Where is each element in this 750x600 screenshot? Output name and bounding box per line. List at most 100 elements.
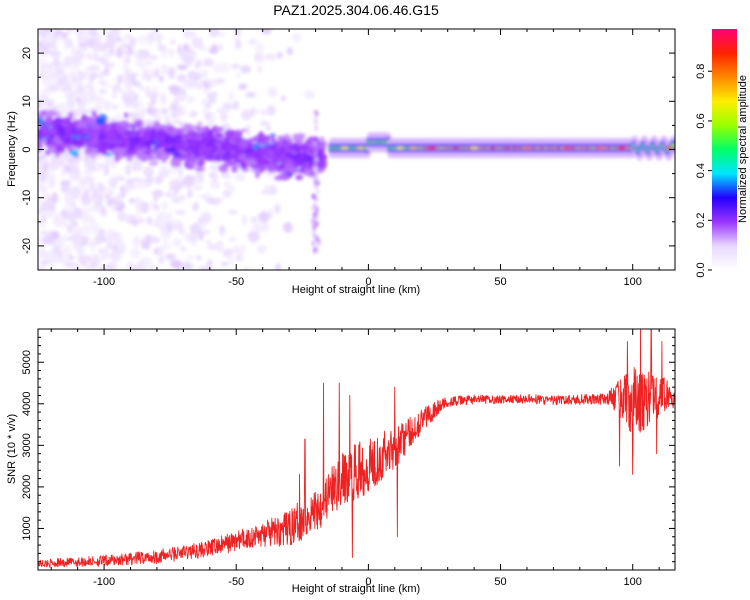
colorbar-gradient xyxy=(712,29,737,270)
snr-x-axis-title: Height of straight line (km) xyxy=(292,583,420,595)
spectrogram-cell xyxy=(97,147,105,154)
spectrogram-cell xyxy=(209,165,219,171)
spectrogram-cell xyxy=(162,53,167,58)
spectrogram-cell xyxy=(38,209,50,218)
spectrogram-cell xyxy=(156,142,165,148)
snr-y-tick-label: 3000 xyxy=(21,433,33,457)
spectrogram-cell xyxy=(315,216,319,223)
spectrogram-cell xyxy=(40,110,48,117)
spectrogram-cell xyxy=(83,30,92,39)
spectrogram-cell xyxy=(57,124,66,134)
spectrogram-cell xyxy=(42,77,54,88)
spectrogram-cell xyxy=(219,224,226,236)
spectrogram-cell xyxy=(241,214,247,226)
spectrogram-cell xyxy=(276,51,284,59)
snr-x-tick-label: 100 xyxy=(624,576,642,588)
spectrogram-cell xyxy=(231,63,240,70)
spectrogram-cell xyxy=(665,146,674,150)
spectrogram-cell xyxy=(52,138,59,143)
spectrogram-cell xyxy=(106,152,113,157)
spectrogram-cell xyxy=(134,52,147,60)
spectrogram-cell xyxy=(121,72,128,80)
spectrogram-cell xyxy=(153,203,160,211)
spectrogram-cell xyxy=(275,139,284,144)
spectrogram-cell xyxy=(250,107,256,117)
spectrogram-cell xyxy=(235,29,241,38)
spectrogram-y-tick-label: 20 xyxy=(21,47,33,59)
spectrogram-cell xyxy=(267,53,277,62)
spectrogram-cell xyxy=(106,62,116,69)
spectrogram-cell xyxy=(78,69,83,81)
spectrogram-cell xyxy=(271,162,277,167)
spectrogram-cell xyxy=(224,130,235,135)
spectrogram-cell xyxy=(310,218,314,225)
spectrogram-cell xyxy=(235,164,241,168)
spectrogram-cell xyxy=(195,82,202,90)
spectrogram-cell xyxy=(147,60,152,66)
spectrogram-cell xyxy=(175,209,186,216)
spectrogram-cell xyxy=(159,94,165,105)
spectrogram-cell xyxy=(194,62,201,69)
spectrogram-cell xyxy=(220,141,226,149)
spectrogram-cell xyxy=(261,221,270,233)
spectrogram-cell xyxy=(91,110,97,118)
spectrogram-cell xyxy=(90,72,98,79)
spectrogram-cell xyxy=(260,165,268,169)
spectrogram-cell xyxy=(84,69,92,80)
spectrogram-cell xyxy=(70,145,76,150)
spectrogram-cell xyxy=(286,47,294,56)
spectrogram-cell xyxy=(138,100,144,108)
spectrogram-cell xyxy=(111,178,116,190)
spectrogram-cell xyxy=(151,189,164,198)
spectrogram-cell xyxy=(158,255,165,264)
spectrogram-cell xyxy=(293,156,305,166)
spectrogram-cell xyxy=(84,260,93,270)
spectrogram-cell xyxy=(207,129,214,139)
snr-x-tick-label: 0 xyxy=(365,576,371,588)
spectrogram-cell xyxy=(168,84,181,92)
spectrogram-cell xyxy=(201,98,207,106)
spectrogram-cell xyxy=(175,128,187,133)
spectrogram-cell xyxy=(218,126,224,132)
spectrogram-cell xyxy=(126,155,133,162)
spectrogram-cell xyxy=(279,171,291,181)
spectrogram-cell xyxy=(314,160,318,167)
snr-plot-area xyxy=(38,329,675,570)
spectrogram-cell xyxy=(150,93,157,106)
spectrogram-cell xyxy=(115,176,126,181)
spectrogram-cell xyxy=(40,128,47,135)
spectrogram-cell xyxy=(199,194,209,199)
spectrogram-cell xyxy=(191,37,204,49)
spectrogram-cell xyxy=(100,206,107,217)
spectrogram-cell xyxy=(288,167,299,174)
spectrogram-cell xyxy=(50,203,56,212)
spectrogram-cell xyxy=(317,141,328,147)
spectrogram-cell xyxy=(51,192,58,203)
spectrogram-cell xyxy=(257,65,263,73)
spectrogram-cell xyxy=(175,150,180,155)
spectrogram-cell xyxy=(172,119,183,125)
spectrogram-cell xyxy=(191,73,202,81)
spectrogram-cell xyxy=(340,146,349,150)
spectrogram-cell xyxy=(168,67,176,79)
spectrogram-cell xyxy=(135,178,147,185)
spectrogram-cell xyxy=(193,184,203,191)
spectrogram-cell xyxy=(187,189,193,199)
spectrogram-cell xyxy=(51,63,57,76)
spectrogram-cell xyxy=(88,83,95,95)
spectrogram-cell xyxy=(618,146,627,150)
spectrogram-cell xyxy=(61,166,66,177)
spectrogram-cell xyxy=(117,74,123,85)
spectrogram-cell xyxy=(123,61,129,74)
spectrogram-cell xyxy=(109,162,119,168)
spectrogram-cell xyxy=(149,55,158,60)
spectrogram-cell xyxy=(44,115,53,125)
spectrogram-cell xyxy=(84,160,95,170)
spectrogram-cell xyxy=(80,108,92,114)
spectrogram-cell xyxy=(314,116,318,123)
spectrogram-cell xyxy=(275,263,282,270)
spectrogram-cell xyxy=(83,255,91,260)
spectrogram-cell xyxy=(93,52,98,62)
spectrogram-cell xyxy=(303,90,315,99)
